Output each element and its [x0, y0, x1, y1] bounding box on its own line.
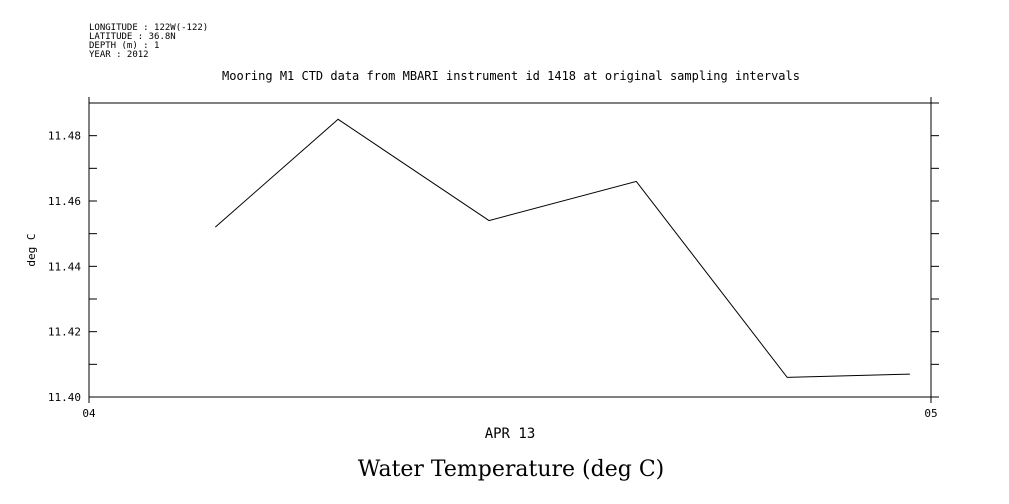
metadata-block: LONGITUDE : 122W(-122) LATITUDE : 36.8N …: [89, 23, 208, 60]
y-tick-label: 11.48: [48, 130, 81, 143]
y-tick-label: 11.40: [48, 391, 81, 404]
meta-depth: DEPTH (m) : 1: [89, 41, 159, 51]
meta-latitude: LATITUDE : 36.8N: [89, 32, 176, 42]
x-axis-label: APR 13: [485, 426, 536, 442]
x-tick-label: 04: [82, 407, 96, 420]
x-axis: 04 05: [82, 97, 938, 420]
y-tick-label: 11.46: [48, 195, 81, 208]
plot-frame: [88, 102, 932, 398]
series-layer: [214, 118, 910, 378]
y-axis-label: deg C: [25, 233, 38, 266]
variable-title: Water Temperature (deg C): [358, 457, 665, 482]
meta-longitude: LONGITUDE : 122W(-122): [89, 23, 208, 33]
y-tick-label: 11.44: [48, 260, 81, 273]
y-axis: 11.40 11.42 11.44 11.46 11.48: [48, 102, 939, 404]
y-tick-label: 11.42: [48, 326, 81, 339]
chart-title: Mooring M1 CTD data from MBARI instrumen…: [222, 69, 800, 83]
x-tick-label: 05: [924, 407, 937, 420]
meta-year: YEAR : 2012: [89, 50, 149, 60]
series-line: [214, 118, 910, 378]
